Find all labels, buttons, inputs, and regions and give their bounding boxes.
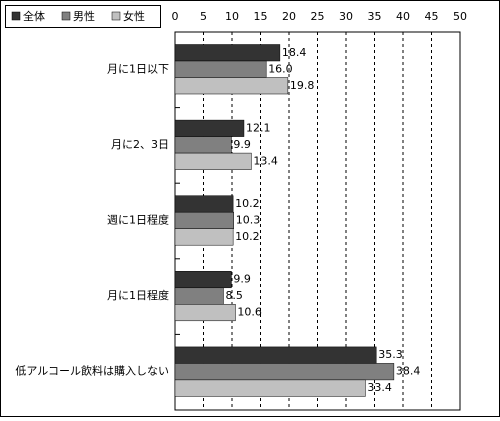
- x-tick-label: 40: [396, 10, 410, 23]
- x-tick-label: 35: [368, 10, 382, 23]
- bar: [174, 195, 234, 213]
- value-label: 35.3: [378, 348, 403, 361]
- value-label: 13.4: [253, 154, 278, 167]
- value-label: 38.4: [396, 365, 421, 378]
- bar: [174, 363, 395, 381]
- value-label: 33.4: [367, 381, 392, 394]
- x-tick-label: 0: [172, 10, 179, 23]
- bar: [174, 346, 377, 364]
- bar: [174, 44, 281, 62]
- legend-swatch: [111, 11, 121, 21]
- x-tick-label: 30: [339, 10, 353, 23]
- bar: [174, 379, 366, 397]
- value-label: 19.8: [290, 79, 315, 92]
- legend-box: [5, 5, 161, 28]
- x-tick-label: 10: [225, 10, 239, 23]
- legend-label: 男性: [73, 9, 95, 23]
- bar: [174, 136, 232, 154]
- value-label: 10.6: [237, 306, 261, 319]
- legend-label: 全体: [23, 9, 45, 23]
- y-tick-label: 週に1日程度: [107, 212, 169, 226]
- value-label: 9.9: [233, 273, 251, 286]
- x-tick-label: 45: [425, 10, 439, 23]
- x-tick-label: 25: [311, 10, 325, 23]
- value-label: 16.0: [268, 62, 293, 75]
- y-tick-label: 低アルコール飲料は購入しない: [15, 364, 169, 378]
- value-label: 18.4: [282, 46, 307, 59]
- y-tick-label: 月に1日以下: [107, 62, 169, 75]
- bar: [174, 304, 236, 322]
- x-tick-label: 5: [200, 10, 207, 23]
- bar: [174, 152, 252, 170]
- y-tick-label: 月に1日程度: [107, 288, 169, 302]
- bar: [174, 271, 232, 289]
- x-tick-label: 50: [453, 10, 467, 23]
- x-tick-label: 20: [282, 10, 296, 23]
- bar: [174, 60, 267, 78]
- legend-label: 女性: [123, 9, 145, 23]
- x-tick-label: 15: [254, 10, 268, 23]
- legend-swatch: [11, 11, 21, 21]
- bar: [174, 211, 234, 229]
- value-label: 12.1: [246, 121, 271, 134]
- bar: [174, 77, 289, 95]
- value-label: 8.5: [225, 289, 243, 302]
- value-label: 9.9: [233, 138, 251, 151]
- y-tick-label: 月に2、3日: [111, 138, 169, 151]
- legend-swatch: [61, 11, 71, 21]
- bar: [174, 287, 224, 305]
- value-label: 10.2: [235, 197, 260, 210]
- bar: [174, 119, 245, 137]
- value-label: 10.2: [235, 230, 260, 243]
- value-label: 10.3: [236, 213, 261, 226]
- bar: [174, 228, 234, 246]
